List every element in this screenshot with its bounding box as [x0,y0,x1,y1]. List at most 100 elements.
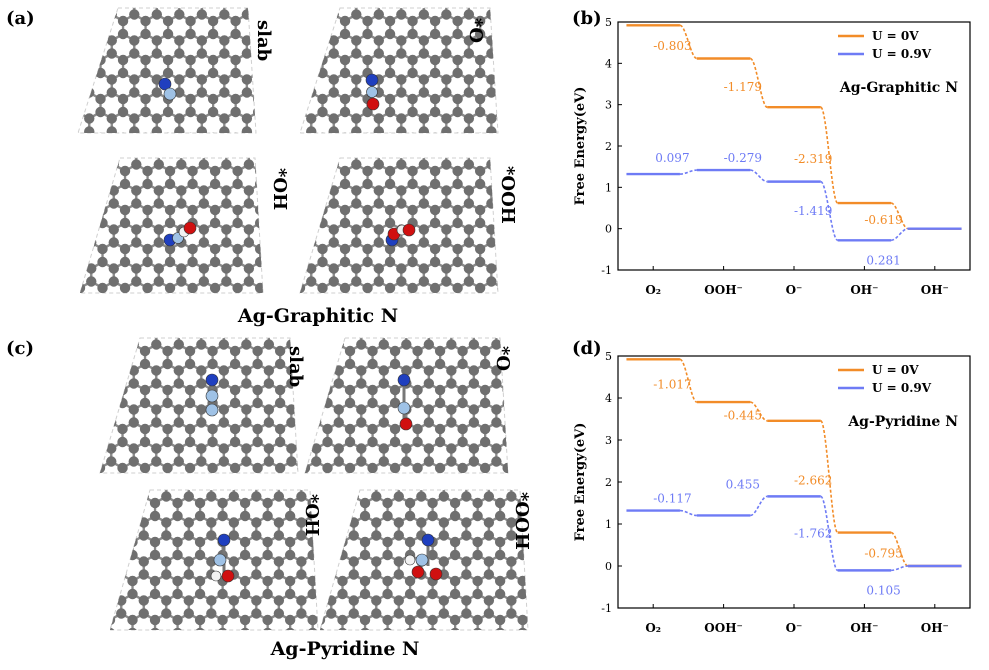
step-energy-label: -0.619 [864,213,902,227]
step-energy-label: -1.419 [794,204,832,218]
caption-pyridine: Ag-Pyridine N [270,638,420,660]
y-tick-label: 4 [605,57,612,70]
lattice-c-ooh [281,452,573,664]
chart-graphitic-n: -1 0 1 2 3 4 5 Free Energy(eV) O₂ OOH⁻ O⁻ OH⁻ OH⁻ -0.… [573,16,970,297]
chart-title: Ag-Pyridine N [847,414,958,430]
nitrogen-atom [366,74,378,86]
step-energy-label: -0.279 [724,151,762,165]
step-energy-label: -0.445 [724,408,762,422]
x-category-label: OOH⁻ [704,621,743,635]
caption-graphitic: Ag-Graphitic N [237,305,398,327]
step-energy-label: -0.795 [864,546,902,560]
y-tick-label: 4 [605,392,612,405]
x-category-label: OH⁻ [921,283,949,297]
x-category-label: O⁻ [786,283,803,297]
legend-label: U = 0.9V [872,381,932,395]
lattice-c-oh [71,452,363,664]
y-tick-label: 0 [605,223,612,236]
transition-line [680,170,697,174]
y-tick-label: 0 [605,560,612,573]
transition-line [891,229,908,241]
oxygen-atom [400,418,412,430]
step-energy-label: -1.179 [724,80,762,94]
lattice-a-ooh [261,120,553,332]
transition-line [750,170,767,182]
lattice-c-o [266,300,558,512]
step-energy-label: -1.762 [794,526,832,540]
structure-label-ooh-c: *OOH [511,492,532,550]
oxygen-atom [367,98,379,110]
transition-line [680,511,697,516]
oxygen-atom [412,566,424,578]
structure-label-oh-c: *OH [301,494,322,536]
step-energy-label: -2.319 [794,152,832,166]
y-tick-label: -1 [601,602,612,615]
structure-label-o-a: *O [465,18,486,43]
legend-label: U = 0V [872,29,919,43]
legend: U = 0V U = 0.9V [838,29,932,61]
y-axis-label: Free Energy(eV) [573,87,588,206]
x-category-label: OH⁻ [850,621,878,635]
silver-atom [164,88,176,100]
y-tick-label: 1 [605,181,612,194]
chart-title: Ag-Graphitic N [839,80,958,96]
x-category-label: O⁻ [786,621,803,635]
y-axis-label: Free Energy(eV) [573,423,588,542]
oxygen-atom [184,222,196,234]
nitrogen-atom [218,534,230,546]
step-energy-label: -0.117 [653,492,691,506]
step-energy-label: 0.097 [655,151,689,165]
nitrogen-atom [206,374,218,386]
y-tick-label: 5 [605,350,612,363]
oxygen-atom [222,570,234,582]
x-category-label: O₂ [645,621,661,635]
y-tick-label: 3 [605,99,612,112]
chart-pyridine-n: -1 0 1 2 3 4 5 Free Energy(eV) O₂ OOH⁻ O⁻ OH⁻ OH⁻ -1.… [573,350,970,635]
y-tick-label: 3 [605,434,612,447]
lattice-a-o [261,0,553,163]
x-category-label: OH⁻ [921,621,949,635]
lattice-a-oh [41,120,310,332]
oxygen-atom [403,224,415,236]
structure-label-slab-c: slab [285,346,306,387]
legend-label: U = 0.9V [872,47,932,61]
silver-atom [367,87,378,98]
hydrogen-atom [405,555,415,565]
transition-line [891,566,908,570]
panel-label-c: (c) [6,338,34,359]
step-energy-label: 0.105 [866,583,900,597]
step-energy-label: 0.455 [726,477,760,491]
y-tick-label: 2 [605,140,612,153]
structure-label-oh-a: *OH [269,168,290,210]
x-category-label: OOH⁻ [704,283,743,297]
nitrogen-atom [422,534,434,546]
structure-images [39,0,573,664]
panel-label-b: (b) [572,8,602,29]
panel-label-d: (d) [572,338,602,359]
silver-atom [398,402,410,414]
y-tick-label: 2 [605,476,612,489]
structure-label-ooh-a: *OOH [497,166,518,224]
step-energy-label: -2.662 [794,474,832,488]
silver-atom [206,404,218,416]
structure-label-o-c: *O [492,346,513,371]
legend-label: U = 0V [872,363,919,377]
y-tick-label: 1 [605,518,612,531]
lattice-c-slab [61,300,353,512]
oxygen-atom [430,568,442,580]
silver-atom [206,390,218,402]
step-energy-label: -0.803 [653,39,691,53]
panel-label-a: (a) [6,8,35,29]
nitrogen-atom [398,374,410,386]
transition-line [750,496,767,515]
hydrogen-atom [211,571,221,581]
step-energy-label: -1.017 [653,378,691,392]
y-tick-label: 5 [605,16,612,29]
silver-atom [416,554,428,566]
legend: U = 0V U = 0.9V [838,363,932,395]
x-category-label: O₂ [645,283,661,297]
x-category-label: OH⁻ [850,283,878,297]
step-energy-label: 0.281 [866,253,900,267]
y-tick-label: -1 [601,264,612,277]
